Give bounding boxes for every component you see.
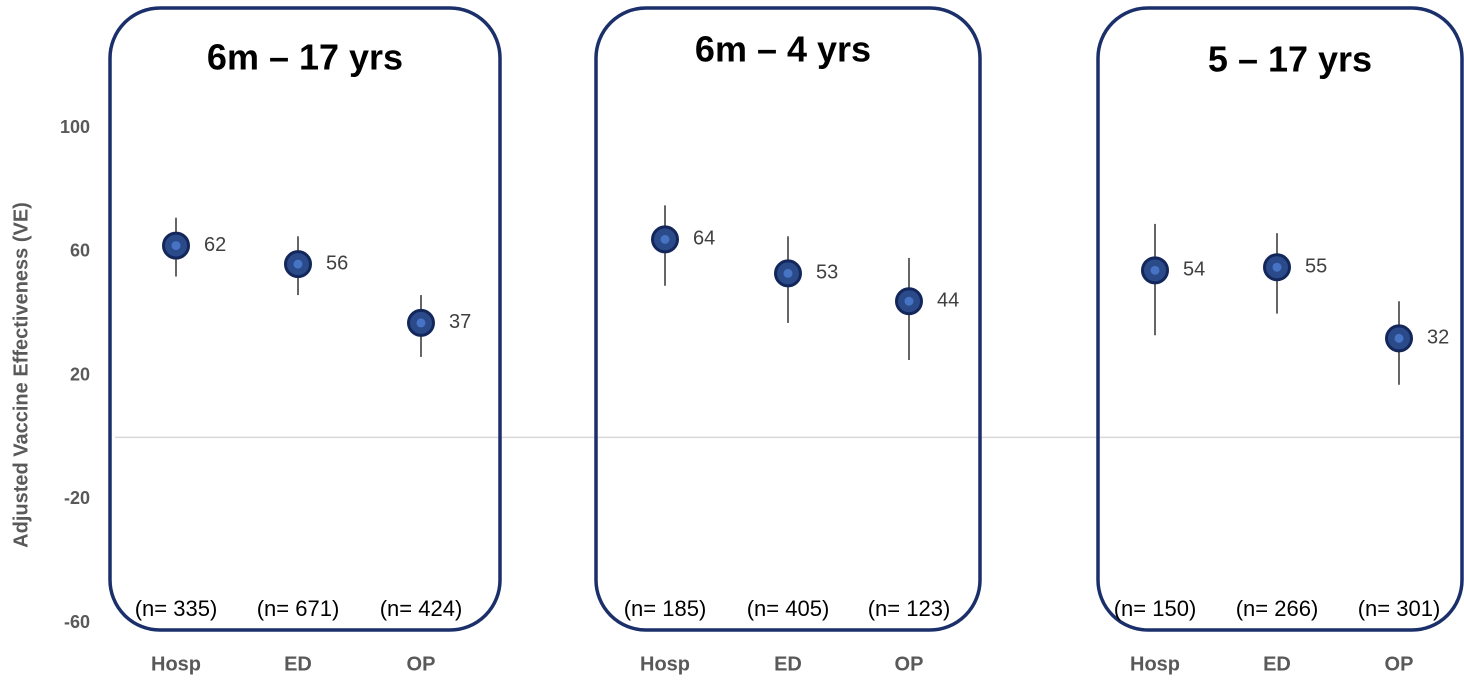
x-tick-label: OP: [895, 653, 924, 675]
panel-frame: [594, 6, 982, 632]
point-highlight: [171, 241, 181, 251]
data-label: 64: [693, 228, 715, 250]
panel-frame: [108, 6, 502, 632]
y-tick-label: 60: [70, 241, 90, 261]
y-tick-label: 100: [60, 117, 90, 137]
sample-size: (n= 123): [868, 596, 951, 621]
sample-size: (n= 301): [1358, 596, 1441, 621]
point-highlight: [660, 234, 670, 244]
panel-title: 6m – 17 yrs: [207, 37, 403, 78]
sample-size: (n= 405): [747, 596, 830, 621]
sample-size: (n= 424): [380, 596, 463, 621]
y-tick-label: -60: [64, 612, 90, 632]
x-tick-label: Hosp: [151, 653, 201, 675]
data-label: 54: [1183, 259, 1205, 281]
data-label: 55: [1305, 256, 1327, 278]
point-highlight: [416, 318, 426, 328]
sample-size: (n= 671): [257, 596, 340, 621]
sample-size: (n= 266): [1236, 596, 1319, 621]
point-highlight: [783, 268, 793, 278]
y-axis-label: Adjusted Vaccine Effectiveness (VE): [10, 202, 32, 548]
sample-size: (n= 335): [135, 596, 218, 621]
point-highlight: [1150, 265, 1160, 275]
x-tick-label: ED: [1263, 653, 1291, 675]
sample-size: (n= 150): [1114, 596, 1197, 621]
y-tick-label: 20: [70, 364, 90, 384]
point-highlight: [1272, 262, 1282, 272]
x-tick-label: ED: [284, 653, 312, 675]
x-tick-label: Hosp: [640, 653, 690, 675]
point-highlight: [293, 259, 303, 269]
x-tick-label: OP: [407, 653, 436, 675]
data-label: 37: [449, 311, 471, 333]
point-highlight: [904, 296, 914, 306]
panel-title: 6m – 4 yrs: [695, 29, 871, 70]
panel-title: 5 – 17 yrs: [1208, 39, 1372, 80]
data-label: 32: [1427, 327, 1449, 349]
data-label: 44: [937, 290, 959, 312]
data-label: 56: [326, 252, 348, 274]
x-tick-label: Hosp: [1130, 653, 1180, 675]
data-label: 62: [204, 234, 226, 256]
x-tick-label: ED: [774, 653, 802, 675]
point-highlight: [1394, 333, 1404, 343]
sample-size: (n= 185): [624, 596, 707, 621]
data-label: 53: [816, 262, 838, 284]
y-tick-label: -20: [64, 488, 90, 508]
panel-frame: [1096, 6, 1464, 632]
x-tick-label: OP: [1385, 653, 1414, 675]
